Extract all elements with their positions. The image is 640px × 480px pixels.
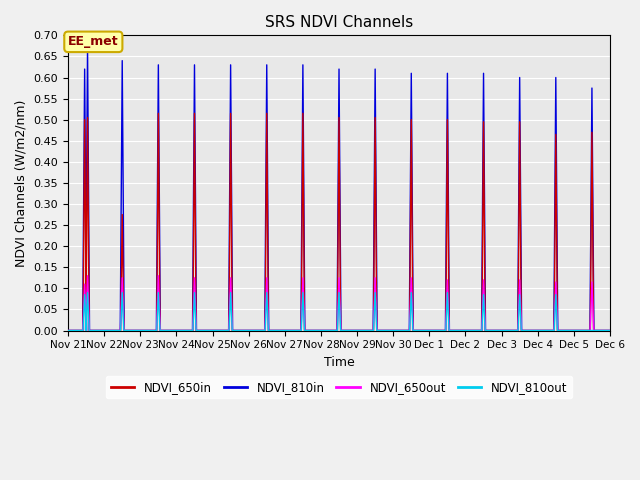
X-axis label: Time: Time [324, 356, 355, 369]
Text: EE_met: EE_met [68, 36, 118, 48]
Legend: NDVI_650in, NDVI_810in, NDVI_650out, NDVI_810out: NDVI_650in, NDVI_810in, NDVI_650out, NDV… [106, 376, 572, 398]
Y-axis label: NDVI Channels (W/m2/nm): NDVI Channels (W/m2/nm) [15, 99, 28, 266]
Title: SRS NDVI Channels: SRS NDVI Channels [265, 15, 413, 30]
